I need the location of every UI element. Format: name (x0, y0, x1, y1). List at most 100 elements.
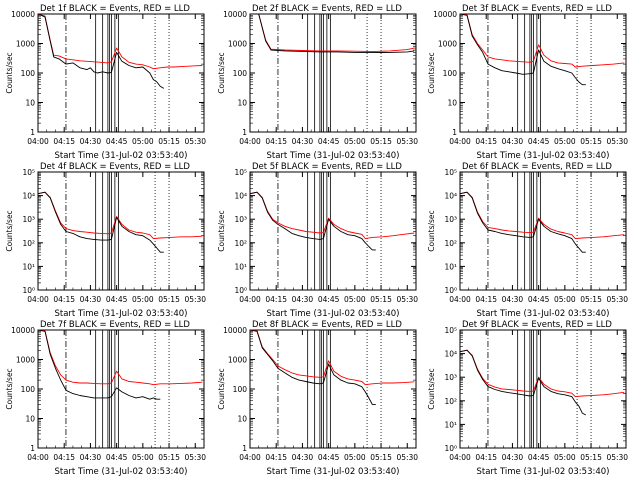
x-tick-label: 05:30 (606, 295, 628, 304)
y-tick-label: 100 (21, 385, 36, 394)
x-tick-label: 04:45 (318, 295, 340, 304)
x-tick-label: 04:45 (106, 295, 128, 304)
y-tick-label: 10⁵ (234, 168, 247, 177)
y-tick-label: 10² (234, 239, 247, 248)
detector-panel-1: Det 1f BLACK = Events, RED = LLD Start Ti… (5, 4, 206, 161)
y-tick-label: 1000 (228, 40, 247, 49)
panel-title: Det 8f BLACK = Events, RED = LLD (252, 320, 402, 330)
plot-frame (37, 329, 205, 449)
detector-panel-3: Det 3f BLACK = Events, RED = LLD Start Ti… (427, 4, 628, 161)
y-tick-label: 10 (237, 415, 247, 424)
x-tick-label: 05:00 (344, 453, 366, 462)
x-tick-label: 05:00 (132, 295, 154, 304)
y-axis-label: Counts/sec (427, 368, 436, 409)
panel-title: Det 5f BLACK = Events, RED = LLD (252, 162, 402, 172)
x-tick-label: 05:30 (606, 453, 628, 462)
x-tick-label: 04:00 (239, 453, 261, 462)
plot-frame (249, 13, 417, 133)
panel-title: Det 7f BLACK = Events, RED = LLD (40, 320, 190, 330)
y-tick-label: 1000 (16, 40, 35, 49)
x-tick-label: 05:00 (132, 453, 154, 462)
y-tick-label: 1000 (438, 40, 457, 49)
y-tick-label: 10⁵ (22, 168, 35, 177)
y-tick-label: 100 (233, 385, 248, 394)
x-tick-label: 05:00 (344, 295, 366, 304)
x-tick-label: 04:15 (475, 453, 497, 462)
x-tick-label: 05:15 (580, 453, 602, 462)
y-tick-label: 10⁴ (444, 192, 457, 201)
x-tick-label: 04:15 (265, 137, 287, 146)
series-events-line (37, 191, 164, 253)
series-lld-line (37, 329, 203, 386)
x-tick-label: 04:00 (27, 295, 49, 304)
y-tick-label: 1 (30, 128, 35, 137)
x-axis-label: Start Time (31-Jul-02 03:53:40) (267, 309, 400, 319)
y-axis-label: Counts/sec (217, 52, 226, 93)
x-tick-label: 04:15 (53, 453, 75, 462)
x-tick-label: 04:45 (318, 137, 340, 146)
x-tick-label: 05:30 (184, 295, 206, 304)
panel-title: Det 6f BLACK = Events, RED = LLD (462, 162, 612, 172)
y-tick-label: 10² (444, 239, 457, 248)
x-tick-label: 05:00 (344, 137, 366, 146)
x-tick-label: 04:00 (239, 137, 261, 146)
y-tick-label: 100 (233, 69, 248, 78)
x-tick-label: 04:00 (239, 295, 261, 304)
y-axis-label: Counts/sec (5, 52, 14, 93)
x-tick-label: 04:15 (475, 295, 497, 304)
x-tick-label: 05:30 (396, 453, 418, 462)
y-tick-label: 10² (444, 397, 457, 406)
series-events-line (37, 329, 161, 400)
x-tick-label: 04:45 (106, 453, 128, 462)
y-tick-label: 10⁰ (444, 444, 457, 453)
x-axis-label: Start Time (31-Jul-02 03:53:40) (477, 309, 610, 319)
y-tick-label: 10000 (11, 326, 35, 335)
x-tick-label: 05:15 (580, 137, 602, 146)
y-tick-label: 10³ (444, 215, 457, 224)
x-tick-label: 05:30 (396, 137, 418, 146)
series-events-line (459, 349, 587, 416)
y-tick-label: 10000 (11, 10, 35, 19)
y-tick-label: 10⁴ (22, 192, 35, 201)
detector-panel-9: Det 9f BLACK = Events, RED = LLD Start Ti… (427, 320, 628, 477)
series-events-line (459, 13, 586, 86)
x-tick-label: 04:00 (27, 453, 49, 462)
x-axis-label: Start Time (31-Jul-02 03:53:40) (55, 151, 188, 161)
y-tick-label: 10³ (22, 215, 35, 224)
y-tick-label: 10 (447, 99, 457, 108)
plot-frame (459, 329, 627, 449)
panel-title: Det 9f BLACK = Events, RED = LLD (462, 320, 612, 330)
x-axis-label: Start Time (31-Jul-02 03:53:40) (267, 467, 400, 477)
plot-frame (459, 171, 627, 291)
panel-title: Det 1f BLACK = Events, RED = LLD (40, 4, 190, 14)
y-tick-label: 10¹ (22, 262, 35, 271)
x-tick-label: 04:30 (502, 453, 524, 462)
x-tick-label: 04:45 (106, 137, 128, 146)
y-tick-label: 10¹ (444, 262, 457, 271)
y-tick-label: 10⁴ (444, 350, 457, 359)
x-tick-label: 04:30 (80, 453, 102, 462)
x-tick-label: 04:00 (449, 295, 471, 304)
series-lld-line (249, 191, 415, 240)
x-tick-label: 05:00 (554, 137, 576, 146)
x-tick-label: 04:45 (318, 453, 340, 462)
detector-panel-6: Det 6f BLACK = Events, RED = LLD Start Ti… (427, 162, 628, 319)
plot-frame (37, 171, 205, 291)
x-tick-label: 04:45 (528, 137, 550, 146)
y-tick-label: 10 (237, 99, 247, 108)
y-tick-label: 1 (30, 444, 35, 453)
y-tick-label: 10000 (223, 10, 247, 19)
detector-panel-4: Det 4f BLACK = Events, RED = LLD Start Ti… (5, 162, 206, 319)
x-axis-label: Start Time (31-Jul-02 03:53:40) (477, 151, 610, 161)
x-tick-label: 04:30 (502, 295, 524, 304)
x-tick-label: 04:30 (292, 453, 314, 462)
series-lld-line (459, 349, 625, 398)
x-axis-label: Start Time (31-Jul-02 03:53:40) (477, 467, 610, 477)
x-tick-label: 04:30 (292, 295, 314, 304)
panel-title: Det 3f BLACK = Events, RED = LLD (462, 4, 612, 14)
x-tick-label: 05:30 (396, 295, 418, 304)
y-tick-label: 10¹ (234, 262, 247, 271)
y-tick-label: 10¹ (444, 420, 457, 429)
y-tick-label: 10⁰ (234, 286, 247, 295)
